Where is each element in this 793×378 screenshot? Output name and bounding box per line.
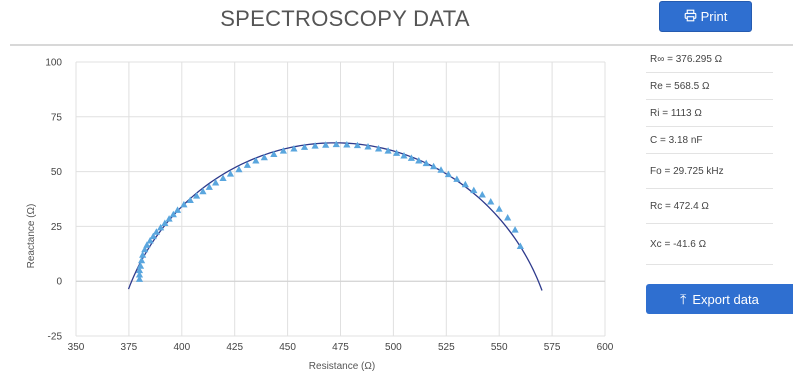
data-point	[143, 241, 151, 248]
param-r-inf: R∞ = 376.295 Ω	[646, 46, 773, 73]
fit-curve	[127, 142, 543, 291]
param-re: Re = 568.5 Ω	[646, 73, 773, 100]
impedance-chart: -25 0 25 50 75 100 350 375 400 425 450 475 500 525 550…	[0, 46, 640, 378]
data-point	[311, 142, 319, 149]
data-point	[470, 186, 478, 194]
data-point	[364, 143, 372, 150]
data-point	[136, 262, 145, 269]
y-tick-label: -25	[48, 332, 63, 343]
export-label: Export data	[692, 291, 759, 307]
data-point	[137, 256, 146, 264]
data-point	[478, 191, 486, 198]
measured-points	[135, 140, 524, 282]
x-tick-label: 475	[332, 342, 349, 353]
data-point	[322, 141, 330, 148]
page-title: SPECTROSCOPY DATA	[220, 6, 470, 31]
y-tick-label: 25	[51, 222, 63, 233]
data-point	[149, 232, 157, 240]
data-point	[487, 198, 495, 205]
data-point	[235, 165, 243, 173]
data-point	[135, 266, 144, 274]
param-xc: Xc = -41.6 Ω	[646, 224, 773, 265]
y-tick-label: 50	[51, 167, 63, 178]
data-point	[180, 200, 188, 208]
x-tick-label: 375	[121, 342, 138, 353]
data-point	[343, 141, 351, 148]
header-divider	[10, 44, 793, 46]
x-tick-label: 550	[491, 342, 508, 353]
data-point	[511, 226, 519, 233]
param-c: C = 3.18 nF	[646, 127, 773, 154]
data-point	[444, 170, 453, 178]
param-rc: Rc = 472.4 Ω	[646, 189, 773, 224]
x-tick-label: 450	[279, 342, 296, 353]
x-tick-label: 600	[597, 342, 614, 353]
data-point	[300, 143, 309, 150]
data-point	[504, 214, 512, 221]
data-point	[173, 206, 182, 213]
data-point	[270, 150, 278, 157]
data-point	[169, 210, 177, 218]
printer-icon	[684, 9, 697, 25]
upload-icon: ⤒	[680, 291, 687, 307]
print-button[interactable]: Print	[659, 1, 752, 32]
data-point	[374, 144, 383, 152]
data-point	[157, 223, 165, 231]
data-point	[146, 237, 154, 244]
x-tick-label: 575	[544, 342, 561, 353]
data-point	[430, 162, 438, 170]
data-point	[139, 251, 147, 258]
x-tick-label: 425	[226, 342, 243, 353]
data-point	[165, 215, 173, 222]
chart-ticks: -25 0 25 50 75 100 350 375 400 425 450 475 500 525 550…	[45, 58, 613, 354]
x-axis-label: Resistance (Ω)	[309, 361, 375, 372]
x-tick-label: 500	[385, 342, 402, 353]
y-tick-label: 100	[45, 58, 62, 69]
y-axis-label: Reactance (Ω)	[26, 204, 37, 269]
data-point	[199, 187, 207, 195]
print-label: Print	[700, 9, 728, 24]
x-tick-label: 400	[173, 342, 190, 353]
data-point	[193, 192, 201, 199]
param-ri: Ri = 1113 Ω	[646, 100, 773, 127]
data-point	[252, 157, 260, 164]
data-point	[461, 180, 469, 188]
data-point	[219, 174, 227, 182]
data-point	[384, 147, 392, 154]
chart-svg: -25 0 25 50 75 100 350 375 400 425 450 475 500 525 550…	[26, 58, 614, 373]
data-point	[332, 140, 340, 148]
parameter-list: R∞ = 376.295 Ω Re = 568.5 Ω Ri = 1113 Ω …	[646, 46, 773, 265]
data-point	[453, 175, 461, 182]
data-point	[205, 183, 213, 190]
data-point	[422, 159, 430, 167]
param-fo: Fo = 29.725 kHz	[646, 154, 773, 189]
data-point	[495, 205, 503, 212]
chart-grid	[75, 61, 606, 337]
data-point	[212, 178, 220, 186]
data-point	[152, 228, 161, 235]
data-point	[141, 245, 149, 253]
data-point	[353, 141, 362, 149]
data-point	[279, 147, 287, 154]
export-data-button[interactable]: ⤒ Export data	[646, 284, 793, 314]
data-point	[243, 161, 251, 168]
data-point	[186, 196, 194, 203]
y-tick-label: 0	[56, 277, 62, 288]
data-point	[290, 144, 298, 152]
data-point	[400, 151, 408, 159]
x-tick-label: 525	[438, 342, 455, 353]
data-point	[135, 275, 144, 282]
data-point	[392, 149, 401, 156]
data-point	[135, 271, 144, 278]
y-tick-label: 75	[51, 112, 63, 123]
x-tick-label: 350	[68, 342, 85, 353]
data-point	[161, 219, 169, 226]
data-point	[260, 153, 268, 161]
data-point	[516, 242, 524, 250]
data-point	[437, 166, 445, 173]
data-point	[226, 170, 235, 177]
data-point	[407, 154, 415, 161]
data-point	[415, 157, 423, 164]
